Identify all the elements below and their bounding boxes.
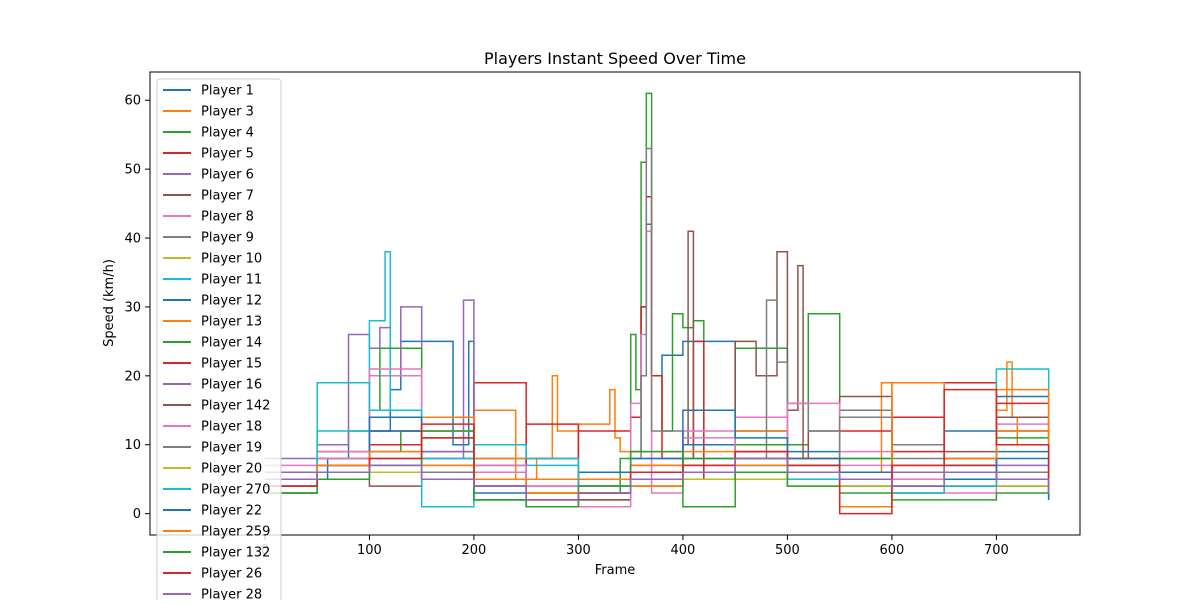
series-line-9 xyxy=(264,464,1050,487)
x-tick-label: 400 xyxy=(671,543,696,558)
series-line-23 xyxy=(264,430,1049,508)
series-line-12 xyxy=(264,416,1050,493)
series-line-14 xyxy=(264,416,1050,493)
x-tick-label: 100 xyxy=(357,543,382,558)
legend-entry: Player 19 xyxy=(201,441,262,456)
legend-entry: Player 20 xyxy=(201,462,262,477)
x-tick-label: 600 xyxy=(879,543,904,558)
legend-box xyxy=(156,78,282,604)
legend-entry: Player 7 xyxy=(201,189,254,204)
series-line-18 xyxy=(264,416,1049,494)
legend-entry: Player 3 xyxy=(201,105,254,120)
x-axis: 0100200300400500600700 xyxy=(261,535,1009,558)
x-tick-label: 300 xyxy=(566,543,591,558)
legend-entry: Player 14 xyxy=(201,336,262,351)
series-line-13 xyxy=(264,347,1050,508)
x-tick-label: 700 xyxy=(984,543,1009,558)
series-line-4 xyxy=(264,195,1049,480)
legend-entry: Player 4 xyxy=(201,126,254,141)
series-line-8 xyxy=(264,147,1050,487)
series-line-6 xyxy=(264,230,1050,487)
legend-entry: Player 270 xyxy=(201,483,270,498)
legend-entry: Player 12 xyxy=(201,294,262,309)
legend-entry: Player 11 xyxy=(201,273,262,288)
legend-entry: Player 16 xyxy=(201,378,262,393)
legend-entry: Player 259 xyxy=(201,525,270,540)
series-line-2 xyxy=(264,361,1050,487)
series-line-11 xyxy=(264,395,1050,500)
series-line-5 xyxy=(264,299,1050,494)
series-line-19 xyxy=(264,471,1049,494)
legend-entry: Player 132 xyxy=(201,546,270,561)
x-axis-label: Frame xyxy=(595,563,636,578)
legend-entry: Player 9 xyxy=(201,231,254,246)
series-line-25 xyxy=(264,457,1050,501)
legend-entry: Player 10 xyxy=(201,252,262,267)
legend-entry: Player 142 xyxy=(201,399,270,414)
y-axis: 0 10 20 30 40 50 60 xyxy=(124,94,150,522)
legend-entry: Player 5 xyxy=(201,147,254,162)
y-tick-label: 10 xyxy=(124,438,141,453)
legend-entry: Player 1 xyxy=(201,84,254,99)
y-tick-label: 60 xyxy=(124,94,141,109)
legend-entry: Player 18 xyxy=(201,420,262,435)
legend-entry: Player 28 xyxy=(201,588,262,601)
y-tick-label: 0 xyxy=(133,507,141,522)
legend-entry: Player 8 xyxy=(201,210,254,225)
y-tick-label: 50 xyxy=(124,163,141,178)
chart-title: Players Instant Speed Over Time xyxy=(484,49,746,68)
legend-entry: Player 15 xyxy=(201,357,262,372)
y-tick-label: 30 xyxy=(124,300,141,315)
legend-entry: Player 13 xyxy=(201,315,262,330)
legend-entry: Player 6 xyxy=(201,168,254,183)
y-axis-label: Speed (km/h) xyxy=(102,259,117,347)
x-tick-label: 500 xyxy=(775,543,800,558)
y-tick-label: 40 xyxy=(124,232,141,247)
y-tick-label: 20 xyxy=(124,369,141,384)
x-tick-label: 200 xyxy=(462,543,487,558)
series-line-7 xyxy=(264,230,1050,494)
legend: Player 1 Player 3 Player 4 Player 5 Player 6… xyxy=(156,78,282,604)
plot-area xyxy=(264,92,1050,515)
legend-entry: Player 22 xyxy=(201,504,262,519)
legend-entry: Player 26 xyxy=(201,567,262,582)
plot-frame xyxy=(149,71,1081,536)
